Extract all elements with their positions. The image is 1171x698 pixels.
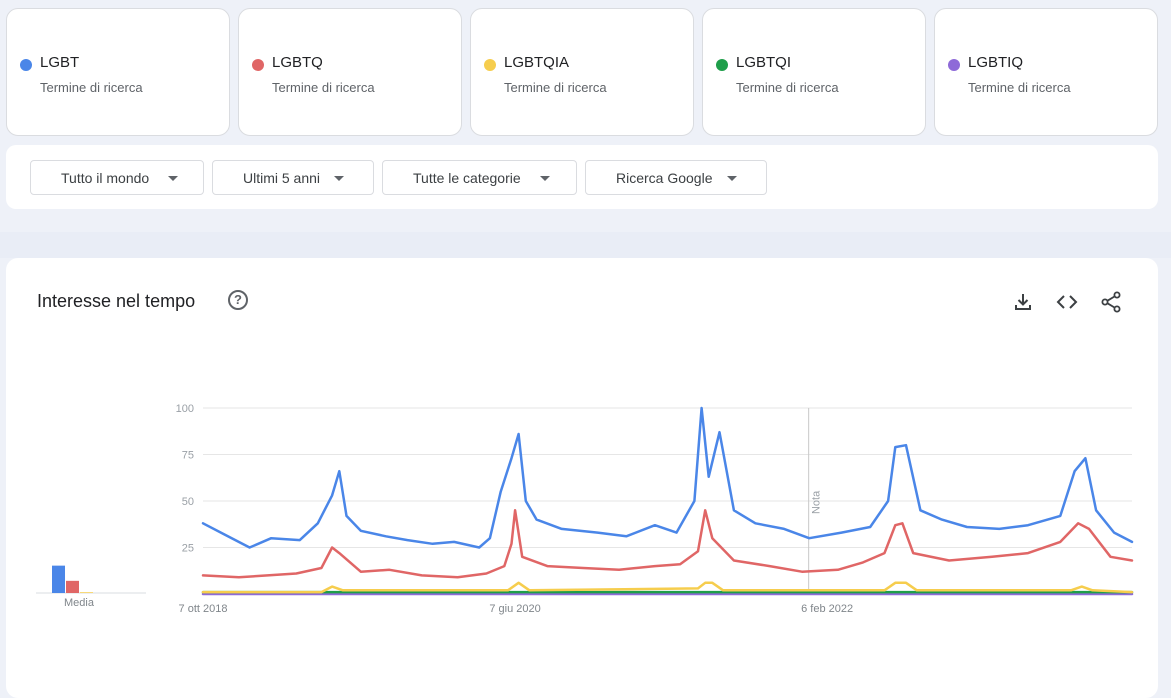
term-color-dot [20, 59, 32, 71]
average-bar-lgbtq[interactable] [66, 580, 79, 593]
term-name: LGBTQ [272, 54, 323, 71]
term-card-lgbt[interactable]: LGBT Termine di ricerca [6, 8, 230, 136]
term-subtitle: Termine di ricerca [272, 80, 375, 95]
period-dropdown[interactable]: Ultimi 5 anni [212, 160, 374, 195]
x-tick-label: 7 giu 2020 [489, 603, 540, 615]
annotation-label[interactable]: Nota [811, 490, 823, 514]
interest-line-chart: 25 50 75 100 Nota 7 ott 2018 7 giu 2020 6 feb 2… [176, 403, 1134, 615]
category-label: Tutte le categorie [413, 170, 521, 186]
term-name: LGBTIQ [968, 54, 1024, 71]
term-name: LGBTQI [736, 54, 792, 71]
series-line-lgbtq[interactable] [201, 509, 1134, 579]
y-tick-label: 100 [176, 403, 194, 415]
period-label: Ultimi 5 anni [243, 170, 321, 186]
average-bars [36, 565, 146, 594]
chevron-down-icon [540, 176, 550, 181]
embed-code-icon[interactable] [1055, 290, 1079, 314]
download-icon[interactable] [1011, 290, 1035, 314]
x-tick-label: 6 feb 2022 [801, 603, 853, 615]
term-subtitle: Termine di ricerca [736, 80, 839, 95]
y-tick-label: 75 [182, 450, 194, 462]
average-label: Media [64, 597, 94, 609]
term-subtitle: Termine di ricerca [968, 80, 1071, 95]
y-tick-label: 25 [182, 543, 194, 555]
term-subtitle: Termine di ricerca [504, 80, 607, 95]
chevron-down-icon [168, 176, 178, 181]
term-card-lgbtiq[interactable]: LGBTIQ Termine di ricerca [934, 8, 1158, 136]
y-tick-label: 50 [182, 496, 194, 508]
region-label: Tutto il mondo [61, 170, 150, 186]
section-title: Interesse nel tempo [37, 291, 196, 311]
interest-over-time-card: Interesse nel tempo ? Media 25 50 75 100 Not… [6, 258, 1158, 698]
region-dropdown[interactable]: Tutto il mondo [30, 160, 204, 195]
section-divider [0, 232, 1171, 258]
term-name: LGBTQIA [504, 54, 570, 71]
series-line-lgbtqia[interactable] [201, 581, 1134, 594]
series-line-lgbt[interactable] [201, 406, 1134, 549]
term-color-dot [948, 59, 960, 71]
average-bar-lgbtqia[interactable] [80, 592, 93, 593]
source-label: Ricerca Google [616, 170, 713, 186]
x-tick-label: 7 ott 2018 [179, 603, 228, 615]
share-icon[interactable] [1099, 290, 1123, 314]
term-name: LGBT [40, 54, 80, 71]
term-card-lgbtq[interactable]: LGBTQ Termine di ricerca [238, 8, 462, 136]
filter-bar: Tutto il mondo Ultimi 5 anni Tutte le ca… [6, 145, 1158, 209]
chevron-down-icon [727, 176, 737, 181]
chevron-down-icon [334, 176, 344, 181]
term-color-dot [716, 59, 728, 71]
term-color-dot [484, 59, 496, 71]
category-dropdown[interactable]: Tutte le categorie [382, 160, 577, 195]
help-circle-icon[interactable]: ? [228, 290, 248, 310]
term-card-lgbtqia[interactable]: LGBTQIA Termine di ricerca [470, 8, 694, 136]
term-subtitle: Termine di ricerca [40, 80, 143, 95]
source-dropdown[interactable]: Ricerca Google [585, 160, 767, 195]
average-bar-lgbt[interactable] [52, 565, 65, 593]
term-color-dot [252, 59, 264, 71]
term-card-lgbtqi[interactable]: LGBTQI Termine di ricerca [702, 8, 926, 136]
